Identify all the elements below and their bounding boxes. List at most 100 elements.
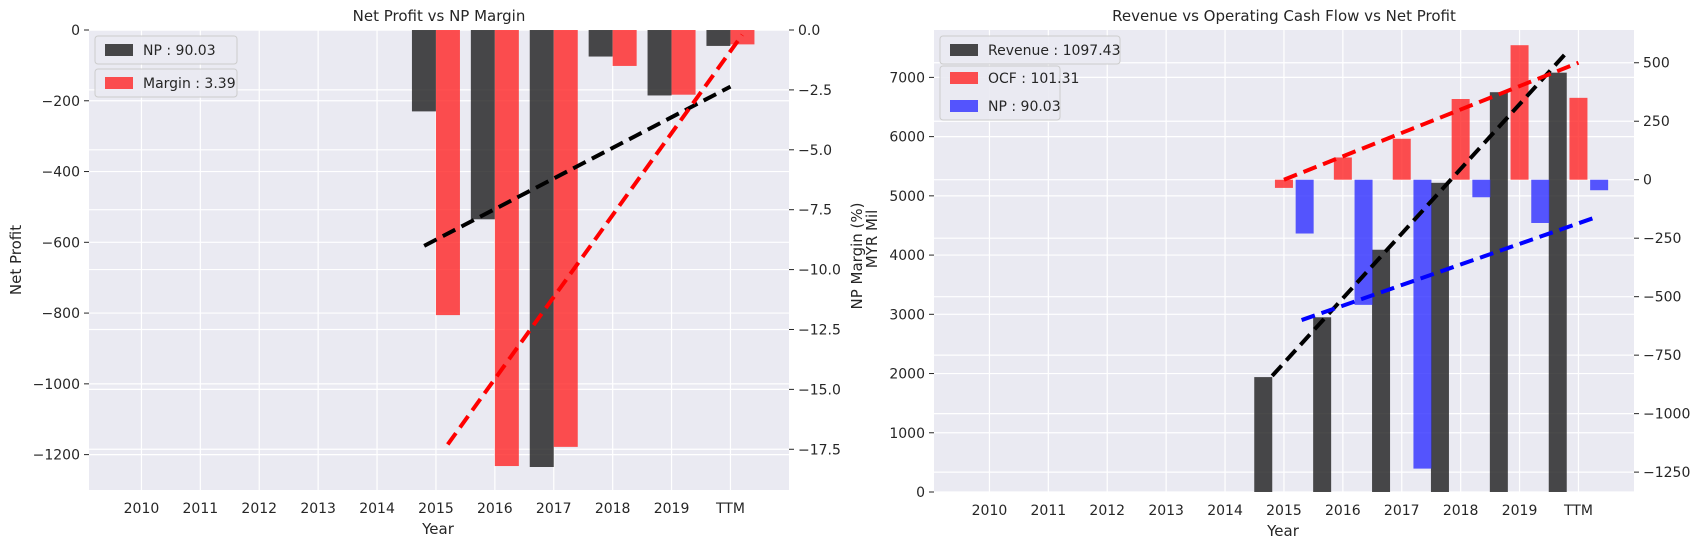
- y-axis-label: Net Profit: [7, 225, 25, 295]
- y-tick-label: 2000: [889, 367, 925, 383]
- y-tick-label: −1000: [33, 377, 80, 393]
- y-right-tick-label: −5.0: [798, 143, 832, 159]
- x-tick-label-2010: 2010: [972, 503, 1008, 519]
- y-axis-label-right: MYR Mil: [863, 210, 881, 269]
- x-tick-label-2012: 2012: [241, 501, 277, 517]
- bar-margin-2019: [671, 30, 696, 95]
- x-tick-label-2014: 2014: [1207, 503, 1243, 519]
- y-tick-label: 3000: [889, 307, 925, 323]
- bars: [1254, 45, 1609, 493]
- bar-np-2019: [1531, 179, 1550, 223]
- legend-swatch: [950, 72, 978, 84]
- x-tick-label-2015: 2015: [1266, 503, 1302, 519]
- trendlines: [1270, 51, 1597, 378]
- legend-swatch: [950, 100, 978, 112]
- y-tick-label: 7000: [889, 70, 925, 86]
- legend-label-ocf: OCF : 101.31: [988, 71, 1079, 87]
- trendline-2: [1300, 215, 1597, 322]
- y-right-tick-label: −750: [1643, 348, 1681, 364]
- chart-title: Revenue vs Operating Cash Flow vs Net Pr…: [1112, 7, 1456, 25]
- y-right-tick-label: 0: [1643, 173, 1652, 189]
- x-tick-label-2018: 2018: [595, 501, 631, 517]
- x-tick-label-2019: 2019: [1502, 503, 1538, 519]
- legend-swatch: [950, 44, 978, 56]
- y-tick-label: −600: [42, 235, 80, 251]
- bar-np-2016: [470, 30, 495, 220]
- bar-np-2018: [588, 30, 613, 57]
- bar-np-2015: [411, 30, 436, 112]
- y-tick-label: 0: [71, 23, 80, 39]
- x-tick-label-2013: 2013: [300, 501, 336, 517]
- bar-margin-2016: [494, 30, 519, 467]
- legend-label-revenue: Revenue : 1097.43: [988, 43, 1120, 59]
- bar-np-2015: [1295, 179, 1314, 234]
- y-tick-label: 5000: [889, 189, 925, 205]
- y-right-tick-label: −1250: [1643, 465, 1690, 481]
- y-right-tick-label: 0.0: [798, 23, 820, 39]
- trendline-1: [446, 33, 744, 446]
- y-right-tick-label: −10.0: [798, 263, 841, 279]
- x-tick-label-ttm: TTM: [1563, 503, 1593, 519]
- bar-np-ttm: [706, 30, 731, 46]
- bar-np-ttm: [1590, 179, 1609, 191]
- y-right-tick-label: −500: [1643, 290, 1681, 306]
- y-tick-label: 0: [916, 485, 925, 501]
- legend-swatch: [105, 77, 133, 89]
- x-tick-label-2019: 2019: [654, 501, 690, 517]
- x-tick-label-2015: 2015: [418, 501, 454, 517]
- x-tick-label-2010: 2010: [124, 501, 160, 517]
- x-tick-label-2011: 2011: [183, 501, 219, 517]
- legend-label-np: NP : 90.03: [143, 43, 216, 59]
- trendline-0: [423, 84, 732, 248]
- y-tick-label: −1200: [33, 448, 80, 464]
- legend-label-margin: Margin : 3.39: [143, 76, 236, 92]
- y-right-tick-label: −15.0: [798, 382, 841, 398]
- bar-np-2016: [1354, 179, 1373, 305]
- x-tick-label-ttm: TTM: [715, 501, 745, 517]
- y-axis-label-right: NP Margin (%): [848, 203, 866, 310]
- bar-margin-ttm: [730, 30, 755, 45]
- y-tick-label: −200: [42, 94, 80, 110]
- y-right-tick-label: −250: [1643, 231, 1681, 247]
- legend: NP : 90.03 Margin : 3.39: [94, 35, 238, 98]
- bar-ocf-2018: [1451, 99, 1470, 180]
- bar-ocf-2019: [1510, 45, 1529, 180]
- x-tick-label-2017: 2017: [536, 501, 572, 517]
- bar-revenue-2019: [1489, 92, 1508, 492]
- chart-net-profit-vs-np-margin: 0 −200 −400 −600 −800 −1000 −1200 0.0 −2.5 −5.0 −7…: [7, 7, 866, 538]
- bar-revenue-2017: [1372, 249, 1391, 492]
- bar-ocf-2016: [1333, 157, 1352, 180]
- chart-title: Net Profit vs NP Margin: [353, 7, 526, 25]
- bar-ocf-2017: [1392, 138, 1411, 180]
- y-right-tick-label: −17.5: [798, 442, 841, 458]
- bar-np-2017: [1413, 179, 1432, 469]
- trendlines: [423, 33, 744, 446]
- bar-np-2018: [1472, 179, 1491, 198]
- bar-np-2019: [647, 30, 672, 96]
- bar-margin-2017: [553, 30, 578, 447]
- y-tick-label: 4000: [889, 248, 925, 264]
- y-tick-label: 1000: [889, 426, 925, 442]
- x-tick-label-2011: 2011: [1031, 503, 1067, 519]
- x-tick-label-2018: 2018: [1443, 503, 1479, 519]
- bars: [411, 30, 755, 467]
- x-tick-label-2012: 2012: [1089, 503, 1125, 519]
- bar-revenue-2015: [1254, 377, 1273, 492]
- y-right-tick-label: −12.5: [798, 322, 841, 338]
- x-tick-label-2016: 2016: [477, 501, 513, 517]
- legend-box: [94, 35, 238, 65]
- bar-ocf-2015: [1274, 179, 1293, 188]
- x-tick-label-2014: 2014: [359, 501, 395, 517]
- bar-revenue-ttm: [1548, 72, 1567, 493]
- legend-box: [94, 68, 238, 98]
- bar-revenue-2016: [1313, 317, 1332, 492]
- legend-label-np: NP : 90.03: [988, 99, 1061, 115]
- y-right-tick-label: −7.5: [798, 203, 832, 219]
- bar-ocf-ttm: [1569, 97, 1588, 180]
- y-tick-label: −800: [42, 306, 80, 322]
- y-tick-label: 6000: [889, 130, 925, 146]
- tick-labels: 0 −200 −400 −600 −800 −1000 −1200 0.0 −2.5 −5.0 −7…: [33, 23, 841, 517]
- x-axis-label: Year: [421, 520, 455, 538]
- trendline-1: [1283, 60, 1580, 182]
